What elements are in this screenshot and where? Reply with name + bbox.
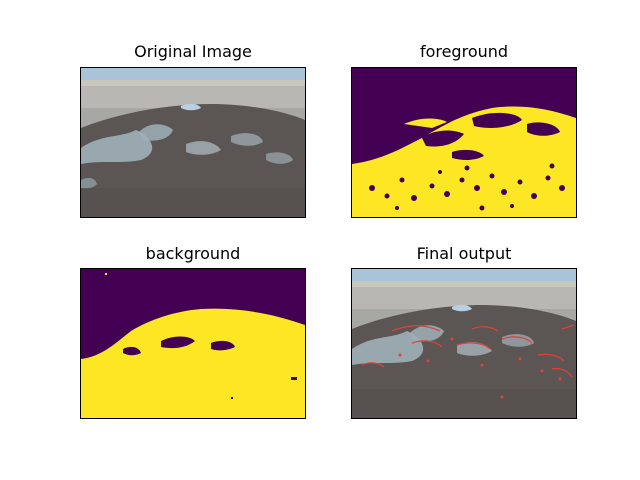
panel-title-original-image: Original Image <box>134 42 252 61</box>
panel-title-foreground: foreground <box>419 42 509 61</box>
red-contour-overlay <box>361 324 575 378</box>
original-image-panel <box>80 67 306 218</box>
background-mask-image <box>81 269 305 418</box>
panel-title-background: background <box>145 244 241 263</box>
final-output-panel <box>351 268 577 419</box>
original-beach-image <box>81 68 305 217</box>
foreground-mask-panel <box>351 67 577 218</box>
panel-title-final-output: Final output <box>416 244 512 263</box>
foreground-mask-image <box>352 68 576 217</box>
final-output-image <box>352 269 576 418</box>
background-mask-panel <box>80 268 306 419</box>
